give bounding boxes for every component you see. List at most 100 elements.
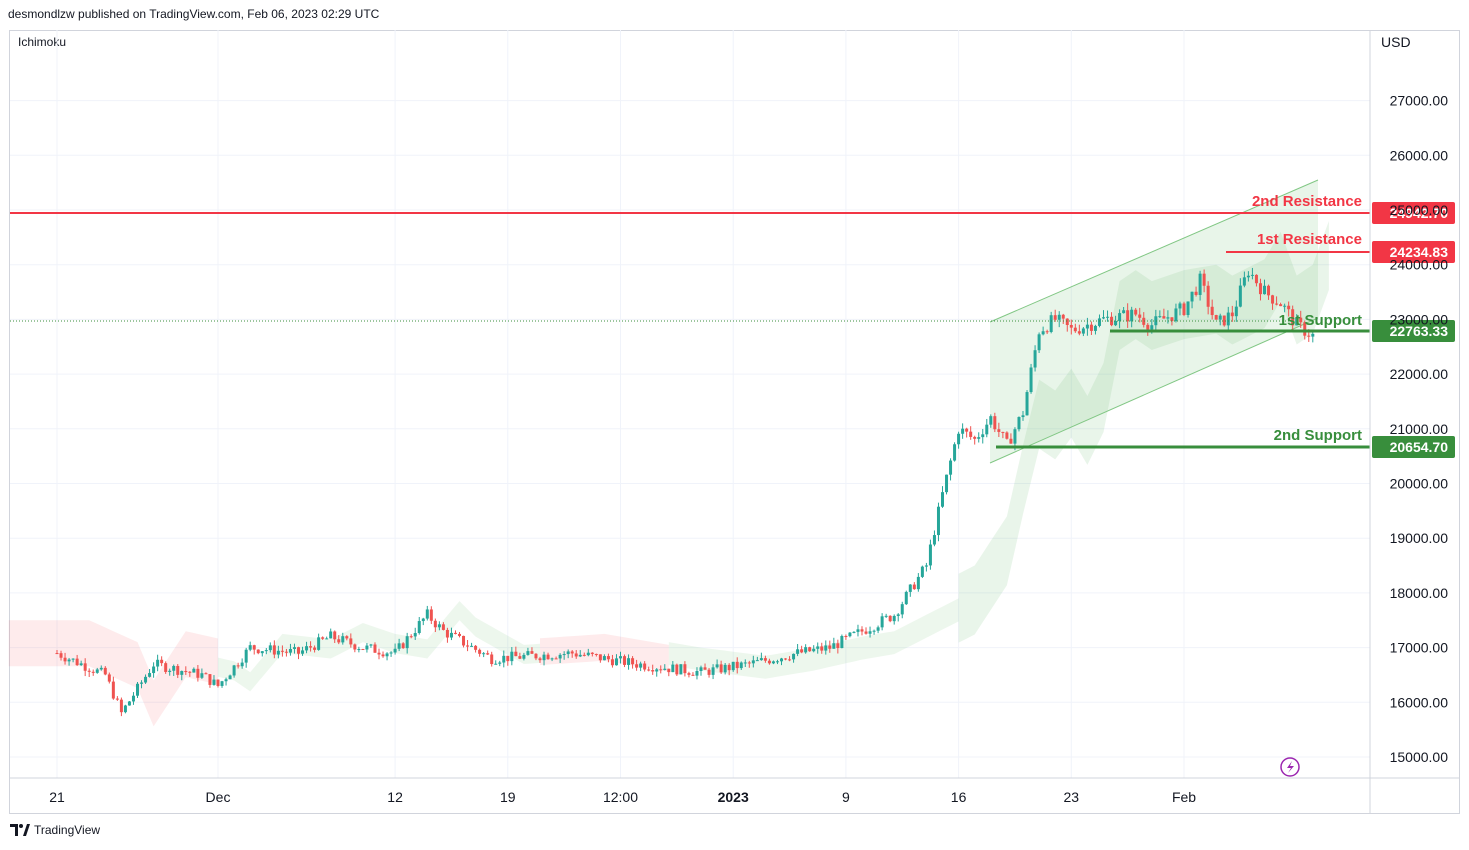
candle-body [115, 698, 119, 700]
candle-body [156, 659, 160, 667]
candle-body [216, 679, 220, 686]
candle-body [127, 701, 131, 706]
candle-body [1246, 275, 1250, 278]
candle-body [184, 671, 188, 673]
candle-body [679, 664, 683, 675]
level-label: 1st Resistance [1257, 231, 1362, 248]
candle-body [864, 631, 868, 634]
candle-body [498, 662, 502, 664]
candle-body [965, 428, 969, 432]
candle-body [671, 664, 675, 673]
currency-label: USD [1381, 34, 1411, 50]
candle-body [896, 614, 900, 616]
candle-body [820, 646, 824, 651]
x-tick-label: 21 [49, 789, 65, 805]
candle-body [610, 659, 614, 666]
candle-body [421, 618, 425, 622]
candle-body [353, 644, 357, 650]
indicator-label[interactable]: Ichimoku [18, 35, 67, 49]
lightning-icon[interactable] [1280, 757, 1300, 777]
candle-body [240, 662, 244, 667]
candle-body [1065, 318, 1069, 325]
candle-body [1102, 317, 1105, 319]
candle-body [993, 416, 997, 430]
candle-body [244, 649, 248, 663]
candle-body [594, 653, 598, 655]
candle-body [602, 656, 606, 661]
candle-body [429, 609, 433, 621]
y-tick-label: 26000.00 [1390, 147, 1449, 163]
y-tick-label: 23000.00 [1390, 311, 1449, 327]
candle-body [95, 669, 99, 673]
candle-body [1287, 305, 1291, 310]
candle-body [832, 643, 836, 649]
candle-body [703, 667, 707, 670]
candle-body [771, 661, 775, 664]
candle-body [1142, 317, 1146, 325]
candle-body [309, 646, 313, 648]
candle-body [840, 636, 844, 649]
candle-body [872, 630, 876, 632]
candle-body [578, 654, 582, 657]
candle-body [534, 653, 538, 659]
candle-body [152, 666, 156, 674]
level-label: 1st Support [1279, 312, 1362, 329]
candle-body [570, 651, 574, 654]
candle-body [280, 650, 284, 652]
candle-body [401, 643, 405, 649]
candle-body [1299, 317, 1303, 323]
candle-body [1085, 324, 1089, 329]
candle-body [1271, 295, 1275, 304]
candle-body [140, 682, 144, 684]
candle-body [123, 705, 127, 713]
candle-body [200, 673, 204, 678]
candle-body [256, 649, 260, 654]
y-tick-label: 22000.00 [1390, 366, 1449, 382]
candle-body [1077, 331, 1081, 334]
candle-body [784, 658, 788, 660]
candle-body [284, 651, 288, 653]
candle-body [796, 649, 800, 654]
candle-body [562, 654, 566, 656]
candle-body [1146, 324, 1150, 330]
candle-body [71, 658, 75, 660]
candle-body [598, 654, 602, 661]
cloud-segment [8, 620, 219, 727]
candle-body [1081, 328, 1085, 334]
candle-body [381, 654, 385, 657]
candle-body [582, 654, 586, 656]
candle-body [453, 632, 457, 634]
support-resistance-levels: 2nd Resistance 24942.70 1st Resistance 2423… [10, 193, 1455, 458]
candle-body [566, 651, 570, 655]
candle-body [904, 591, 908, 605]
candle-body [397, 643, 401, 649]
candle-body [224, 679, 228, 682]
candle-body [349, 638, 353, 645]
candle-body [530, 651, 534, 654]
candle-body [79, 663, 83, 666]
candle-body [1029, 367, 1033, 393]
candle-body [856, 629, 860, 632]
candle-body [75, 658, 79, 666]
x-tick-label: 16 [951, 789, 967, 805]
candle-body [1166, 317, 1170, 319]
candle-body [83, 663, 87, 671]
candle-body [144, 676, 148, 683]
grid [10, 30, 1370, 778]
candle-body [751, 660, 755, 664]
candle-body [1041, 331, 1045, 335]
candle-body [341, 636, 345, 643]
candle-body [188, 671, 192, 673]
candle-body [1254, 274, 1258, 284]
candle-body [462, 635, 466, 646]
candle-body [1311, 333, 1315, 337]
candle-body [1001, 431, 1005, 433]
candle-body [1186, 301, 1190, 315]
level-price-badge [1372, 241, 1455, 263]
candle-body [268, 645, 272, 651]
candle-body [361, 649, 365, 651]
candle-body [1118, 313, 1122, 322]
candle-body [482, 653, 486, 655]
candle-body [780, 658, 783, 662]
